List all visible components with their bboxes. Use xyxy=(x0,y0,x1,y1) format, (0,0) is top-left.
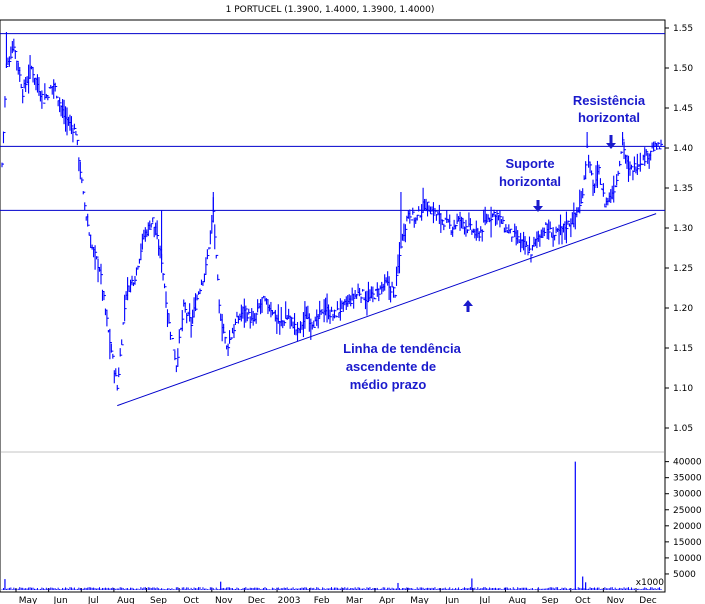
price-tick-label: 1.10 xyxy=(673,384,693,394)
x-tick-label: Dec xyxy=(248,596,265,604)
x-tick-label: Jun xyxy=(53,596,68,604)
x-tick-label: Dec xyxy=(639,596,656,604)
annotation-trendline-line2: ascendente de xyxy=(346,359,436,374)
x-tick-label: Oct xyxy=(183,596,199,604)
x-tick-label: Sep xyxy=(542,596,559,604)
x-tick-label: Aug xyxy=(117,596,135,604)
volume-multiplier-label: x1000 xyxy=(636,578,665,588)
annotation-resistance-line1: Resistência xyxy=(573,93,646,108)
arrow-up-icon xyxy=(463,300,473,312)
arrow-down-icon xyxy=(533,200,543,212)
x-tick-label: Apr xyxy=(379,596,395,604)
annotation-resistance: Resistência horizontal xyxy=(573,93,646,149)
volume-axis: 40000 35000 30000 25000 20000 15000 10000 5000 x… xyxy=(636,458,702,588)
volume-tick-label: 25000 xyxy=(673,506,702,516)
volume-bars xyxy=(1,461,662,590)
price-tick-label: 1.45 xyxy=(673,104,693,114)
chart-title: 1 PORTUCEL (1.3900, 1.4000, 1.3900, 1.40… xyxy=(226,5,435,15)
x-tick-label: Aug xyxy=(509,596,527,604)
x-tick-label: Nov xyxy=(215,596,233,604)
annotation-resistance-line2: horizontal xyxy=(578,110,640,125)
volume-tick-label: 5000 xyxy=(673,570,696,580)
price-tick-label: 1.35 xyxy=(673,184,693,194)
plot-frame xyxy=(0,19,666,593)
annotation-trendline-line3: médio prazo xyxy=(350,377,427,392)
annotation-support-line2: horizontal xyxy=(499,174,561,189)
price-bars xyxy=(1,32,663,391)
x-tick-label: 2003 xyxy=(278,596,301,604)
x-tick-label: Jul xyxy=(87,596,99,604)
price-tick-label: 1.30 xyxy=(673,224,693,234)
volume-tick-label: 15000 xyxy=(673,538,702,548)
volume-tick-label: 40000 xyxy=(673,458,702,468)
price-tick-label: 1.40 xyxy=(673,144,693,154)
arrow-down-icon xyxy=(606,135,616,149)
x-tick-label: Jul xyxy=(478,596,490,604)
x-axis: May Jun Jul Aug Sep Oct Nov Dec 2003 Feb Mar Apr May… xyxy=(15,588,657,604)
price-tick-label: 1.05 xyxy=(673,424,693,434)
volume-tick-label: 20000 xyxy=(673,522,702,532)
x-tick-label: Feb xyxy=(314,596,330,604)
x-tick-label: Mar xyxy=(346,596,363,604)
x-tick-label: Nov xyxy=(607,596,625,604)
annotation-support-line1: Suporte xyxy=(505,156,554,171)
annotation-support: Suporte horizontal xyxy=(499,156,561,212)
volume-tick-label: 30000 xyxy=(673,490,702,500)
x-tick-label: Oct xyxy=(575,596,591,604)
price-tick-label: 1.25 xyxy=(673,264,693,274)
horizontal-lines xyxy=(0,33,665,211)
x-tick-label: May xyxy=(410,596,429,604)
x-tick-label: Sep xyxy=(150,596,167,604)
x-tick-label: Jun xyxy=(444,596,459,604)
price-tick-label: 1.20 xyxy=(673,304,693,314)
price-tick-label: 1.55 xyxy=(673,24,693,34)
price-tick-label: 1.50 xyxy=(673,64,693,74)
x-tick-label: May xyxy=(19,596,38,604)
annotation-trendline: Linha de tendência ascendente de médio p… xyxy=(343,300,473,392)
trendline xyxy=(117,213,657,407)
volume-tick-label: 35000 xyxy=(673,474,702,484)
price-tick-label: 1.15 xyxy=(673,344,693,354)
annotation-trendline-line1: Linha de tendência xyxy=(343,341,462,356)
price-axis: 1.55 1.50 1.45 1.40 1.35 1.30 1.25 1.20 1.15 1.10… xyxy=(665,24,693,434)
volume-tick-label: 10000 xyxy=(673,554,702,564)
